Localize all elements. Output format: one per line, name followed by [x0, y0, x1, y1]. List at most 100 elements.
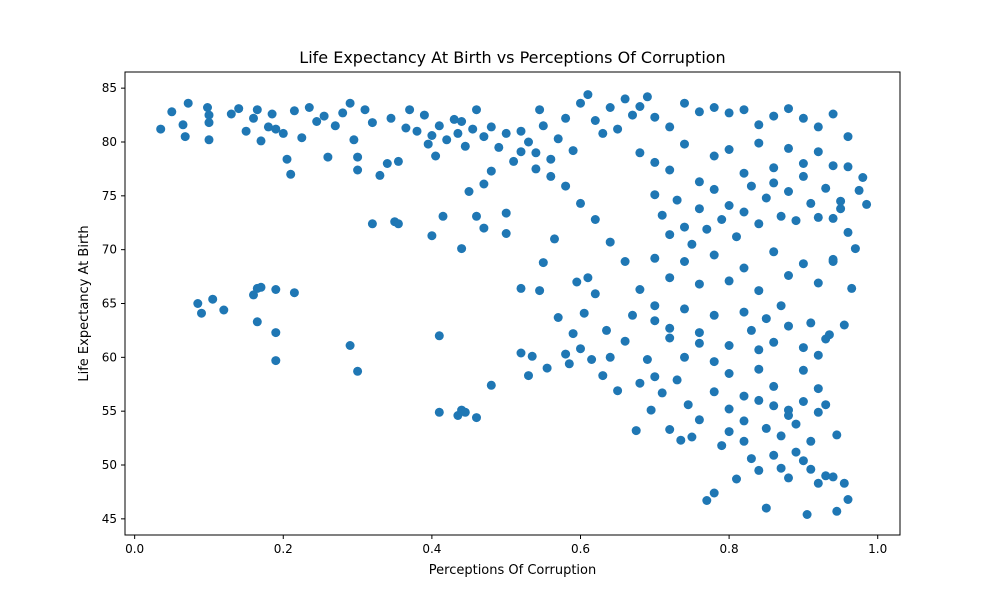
scatter-point: [434, 407, 444, 417]
scatter-point: [832, 430, 842, 440]
scatter-point: [724, 341, 734, 350]
scatter-point: [256, 282, 266, 292]
scatter-point: [806, 318, 816, 328]
scatter-point: [598, 128, 608, 138]
scatter-point: [828, 472, 838, 482]
scatter-point: [516, 147, 526, 157]
scatter-point: [590, 215, 600, 224]
scatter-point: [602, 325, 611, 335]
scatter-point: [657, 210, 667, 220]
scatter-point: [717, 215, 727, 224]
scatter-point: [836, 196, 846, 206]
scatter-point: [828, 254, 838, 264]
scatter-point: [665, 165, 675, 175]
y-tick-label: 50: [102, 458, 117, 472]
scatter-point: [813, 407, 823, 417]
scatter-point: [798, 456, 808, 466]
scatter-point: [724, 108, 734, 118]
scatter-point: [798, 113, 808, 123]
scatter-point: [252, 317, 262, 327]
scatter-point: [665, 273, 675, 283]
scatter-point: [486, 122, 496, 132]
scatter-point: [193, 299, 203, 308]
scatter-point: [798, 259, 808, 269]
scatter-point: [754, 120, 764, 130]
scatter-point: [754, 395, 764, 405]
scatter-point: [393, 219, 403, 229]
scatter-point: [427, 131, 437, 140]
y-tick-label: 75: [102, 189, 117, 203]
scatter-point: [843, 495, 853, 504]
scatter-point: [472, 413, 481, 423]
scatter-point: [330, 121, 340, 131]
scatter-point: [665, 333, 675, 343]
scatter-point: [576, 344, 585, 354]
scatter-point: [620, 257, 630, 266]
scatter-point: [761, 503, 771, 513]
scatter-point: [524, 371, 533, 381]
scatter-point: [828, 213, 838, 223]
scatter-point: [438, 211, 448, 221]
scatter-point: [769, 450, 779, 460]
scatter-point: [226, 109, 236, 119]
scatter-point: [739, 207, 749, 217]
scatter-point: [828, 109, 838, 119]
scatter-point: [183, 98, 193, 108]
scatter-point: [278, 128, 288, 138]
scatter-point: [665, 230, 675, 240]
scatter-point: [486, 380, 496, 390]
scatter-point: [687, 239, 697, 249]
scatter-point: [620, 336, 630, 346]
scatter-point: [836, 204, 846, 214]
scatter-point: [635, 148, 645, 158]
scatter-point: [453, 128, 463, 138]
y-tick-label: 65: [102, 297, 117, 311]
scatter-point: [527, 351, 537, 361]
scatter-point: [724, 427, 734, 437]
scatter-point: [709, 151, 719, 161]
scatter-point: [386, 113, 396, 123]
scatter-point: [821, 471, 831, 481]
scatter-point: [535, 286, 545, 296]
scatter-point: [590, 116, 600, 125]
scatter-point: [234, 104, 244, 114]
scatter-point: [680, 139, 689, 149]
scatter-point: [635, 285, 645, 294]
scatter-point: [709, 310, 719, 320]
scatter-point: [746, 325, 756, 335]
scatter-point: [650, 112, 660, 122]
scatter-point: [784, 143, 793, 153]
scatter-point: [431, 151, 441, 161]
scatter-point: [683, 400, 693, 410]
scatter-point: [531, 164, 541, 174]
scatter-point: [784, 473, 793, 483]
scatter-point: [702, 224, 712, 234]
scatter-point: [694, 415, 704, 425]
scatter-point: [468, 124, 478, 134]
scatter-point: [769, 337, 779, 347]
scatter-point: [546, 154, 556, 164]
scatter-point: [798, 365, 808, 375]
scatter-point: [642, 92, 652, 102]
scatter-point: [672, 195, 682, 205]
scatter-point: [367, 219, 377, 229]
scatter-point: [434, 331, 444, 341]
scatter-point: [672, 375, 682, 385]
scatter-point: [694, 328, 704, 338]
x-tick-label: 0.0: [125, 542, 144, 556]
scatter-point: [821, 334, 831, 344]
scatter-point: [204, 110, 214, 120]
scatter-point: [252, 105, 262, 115]
scatter-point: [754, 219, 764, 229]
scatter-point: [542, 363, 552, 373]
scatter-point: [516, 348, 526, 358]
scatter-point: [843, 162, 853, 172]
x-tick-label: 0.4: [422, 542, 441, 556]
scatter-point: [501, 128, 511, 138]
scatter-point: [204, 135, 214, 145]
scatter-point: [271, 356, 281, 366]
scatter-point: [709, 387, 719, 397]
scatter-point: [442, 135, 452, 145]
scatter-point: [761, 193, 771, 203]
scatter-point: [289, 106, 299, 116]
